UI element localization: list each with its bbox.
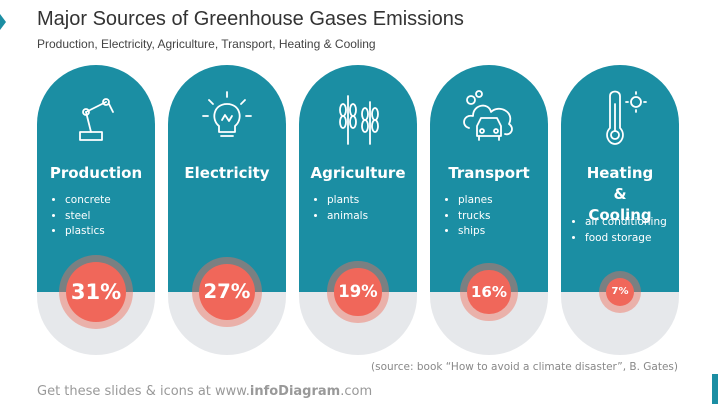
bullet-item: food storage (585, 231, 667, 247)
source-note: (source: book “How to avoid a climate di… (371, 361, 678, 373)
card-title: Electricity (184, 164, 270, 182)
bullet-list: plantsanimals (313, 193, 368, 224)
icon (79, 98, 114, 141)
card-title: Production (49, 164, 143, 182)
share-circle: 7% (605, 277, 635, 307)
subtitle: Production, Electricity, Agriculture, Tr… (37, 37, 376, 51)
accent (0, 14, 6, 30)
bullet-item: steel (65, 209, 111, 225)
bullet-item: plastics (65, 224, 111, 240)
card-title: Agriculture (310, 164, 406, 182)
bullet-item: planes (458, 193, 493, 209)
card: Electricity 27% (168, 65, 286, 355)
icon (463, 90, 513, 141)
footer-text: .com (340, 384, 373, 399)
share-circle: 19% (334, 268, 382, 316)
share-circle: 31% (65, 261, 127, 323)
icon (606, 90, 647, 145)
card: Production concretesteelplastics 31% (37, 65, 155, 355)
icon (339, 95, 379, 145)
card: Transport planestrucksships 16% (430, 65, 548, 355)
card: Agriculture plantsanimals 19% (299, 65, 417, 355)
title: Major Sources of Greenhouse Gases Emissi… (37, 8, 464, 30)
footer-text: Get these slides & icons at www. (37, 384, 250, 399)
bullet-item: animals (327, 209, 368, 225)
card-title: Transport (448, 164, 530, 182)
bullet-item: trucks (458, 209, 493, 225)
icon (202, 91, 252, 137)
bullet-item: air conditioning (585, 215, 667, 231)
share-circle: 16% (467, 270, 511, 314)
bullet-list: planestrucksships (444, 193, 493, 240)
bullet-list: concretesteelplastics (51, 193, 111, 240)
share-circle: 27% (198, 263, 256, 321)
footer-brand: infoDiagram (249, 384, 341, 399)
bullet-item: plants (327, 193, 368, 209)
accent (712, 374, 718, 404)
card-title: Heating & Cooling (586, 164, 654, 224)
bullet-list: air conditioningfood storage (571, 215, 667, 246)
bullet-item: concrete (65, 193, 111, 209)
footer: Get these slides & icons at www.infoDiag… (37, 384, 372, 399)
bullet-item: ships (458, 224, 493, 240)
